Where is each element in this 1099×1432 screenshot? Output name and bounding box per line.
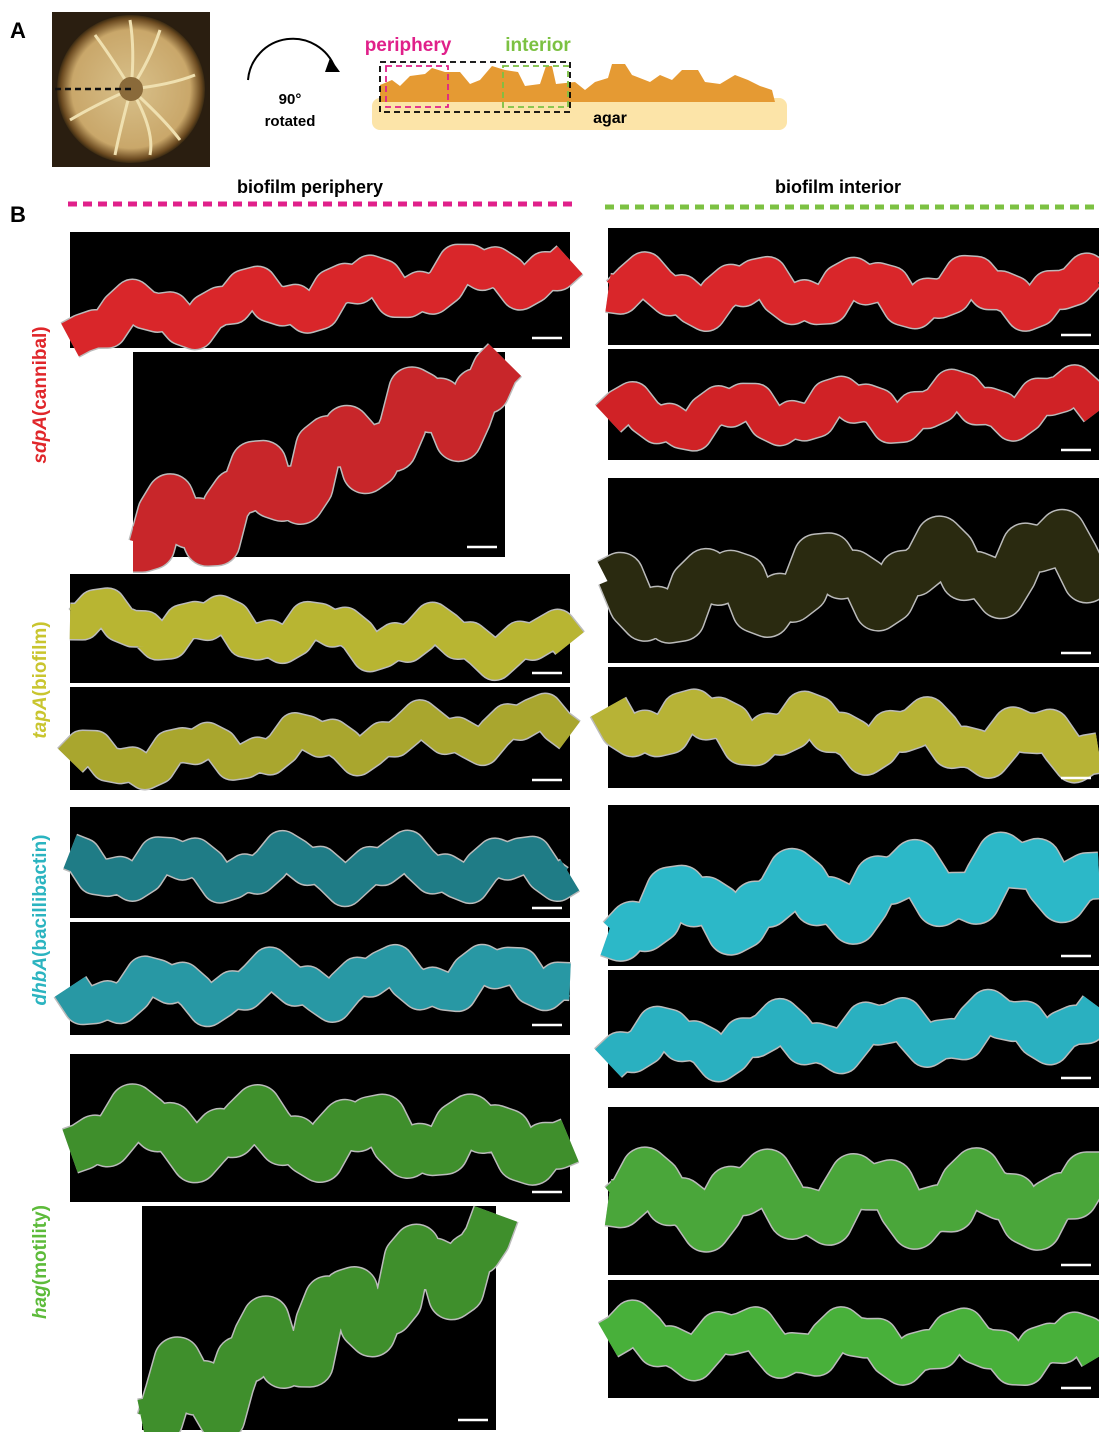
row-label: hag(motility) (30, 1205, 51, 1319)
gene: tapA (30, 696, 51, 738)
panel-label: A (10, 18, 26, 43)
role: (cannibal) (30, 326, 51, 416)
column-title: biofilm interior (775, 177, 901, 197)
rotation-caption: rotated (265, 113, 316, 130)
agar-label: agar (593, 110, 627, 127)
role: (biofilm) (30, 621, 51, 696)
interior-label: interior (505, 35, 571, 56)
column-title: biofilm periphery (237, 177, 383, 197)
biofilm-profile (380, 64, 775, 102)
row-label: sdpA(cannibal) (30, 326, 51, 463)
role: (motility) (30, 1205, 51, 1285)
role: (bacillibactin) (30, 834, 51, 956)
panel-label: B (10, 202, 26, 227)
figure: A 90° rotated agar periphery interior B … (0, 0, 1099, 1432)
agar (372, 98, 787, 130)
cell-signal (608, 1170, 1099, 1228)
gene: dhbA (30, 957, 51, 1006)
gene: sdpA (30, 416, 51, 464)
periphery-label: periphery (365, 35, 452, 56)
arrow-head (325, 58, 340, 72)
rotation-label: 90° (279, 91, 302, 108)
row-label: dhbA(bacillibactin) (30, 834, 51, 1005)
gene: hag (30, 1285, 51, 1319)
row-label: tapA(biofilm) (30, 621, 51, 738)
rotate-arrow (248, 39, 335, 80)
